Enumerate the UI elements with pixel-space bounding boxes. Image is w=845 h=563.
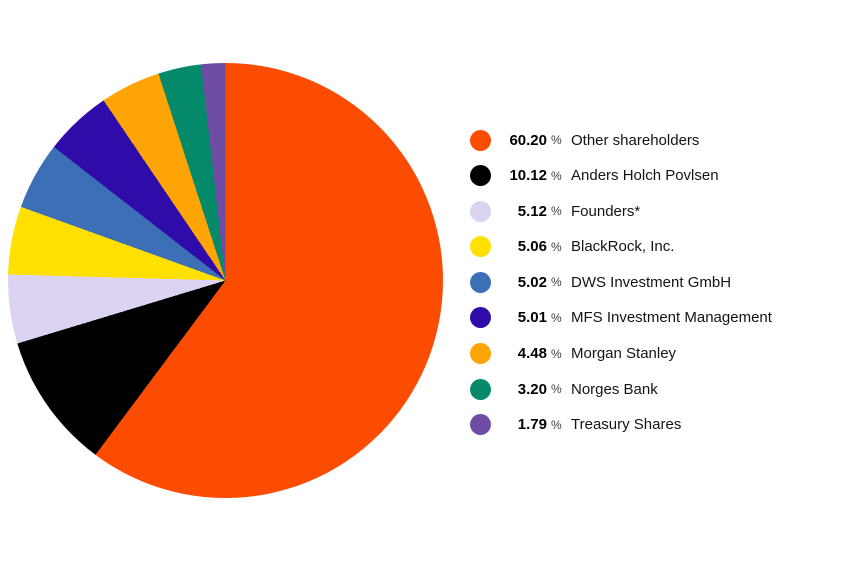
legend-percent-sign: % — [551, 275, 562, 290]
legend-color-dot — [470, 307, 491, 329]
legend-percent-value: 5.06 — [517, 238, 547, 256]
legend-percent-value: 5.02 — [517, 273, 547, 291]
legend-percent-value: 5.01 — [517, 309, 547, 327]
legend-percent-value: 4.48 — [517, 345, 547, 363]
pie-chart — [8, 63, 443, 498]
legend-percent-value: 60.20 — [509, 131, 547, 149]
legend-label: Norges Bank — [571, 380, 658, 398]
legend-label: Founders* — [571, 202, 641, 220]
legend-item: 5.02 % DWS Investment GmbH — [470, 270, 772, 294]
legend-percent-value: 10.12 — [509, 167, 547, 185]
legend-color-dot — [470, 414, 491, 436]
legend-label: Treasury Shares — [571, 416, 682, 434]
legend-color-dot — [470, 236, 491, 258]
legend-item: 1.79 % Treasury Shares — [470, 413, 772, 437]
legend-label: MFS Investment Management — [571, 309, 772, 327]
legend-percent-value: 1.79 — [517, 416, 547, 434]
legend-color-dot — [470, 343, 491, 365]
legend-percent-sign: % — [551, 310, 562, 325]
legend-label: Anders Holch Povlsen — [571, 167, 719, 185]
legend-percent-sign: % — [551, 168, 562, 183]
legend-item: 5.01 % MFS Investment Management — [470, 306, 772, 330]
legend-percent-sign: % — [551, 239, 562, 254]
legend-item: 10.12 % Anders Holch Povlsen — [470, 164, 772, 188]
legend-color-dot — [470, 129, 491, 151]
legend-label: DWS Investment GmbH — [571, 273, 732, 291]
legend-label: Morgan Stanley — [571, 345, 677, 363]
legend-color-dot — [470, 165, 491, 187]
legend-item: 5.06 % BlackRock, Inc. — [470, 235, 772, 259]
legend-label: BlackRock, Inc. — [571, 238, 675, 256]
legend-percent-sign: % — [551, 346, 562, 361]
legend-percent-sign: % — [551, 204, 562, 219]
legend-label: Other shareholders — [571, 131, 700, 149]
legend-percent-sign: % — [551, 133, 562, 147]
legend-item: 5.12 % Founders* — [470, 199, 772, 223]
legend-percent-sign: % — [551, 417, 562, 432]
legend-item: 4.48 % Morgan Stanley — [470, 342, 772, 366]
legend-item: 60.20 % Other shareholders — [470, 128, 772, 152]
legend-color-dot — [470, 378, 491, 400]
legend: 60.20 % Other shareholders 10.12 % Ander… — [470, 128, 772, 437]
legend-item: 3.20 % Norges Bank — [470, 377, 772, 401]
legend-color-dot — [470, 200, 491, 222]
legend-percent-sign: % — [551, 382, 562, 397]
legend-color-dot — [470, 271, 491, 293]
legend-percent-value: 3.20 — [517, 380, 547, 398]
legend-percent-value: 5.12 — [517, 202, 547, 220]
